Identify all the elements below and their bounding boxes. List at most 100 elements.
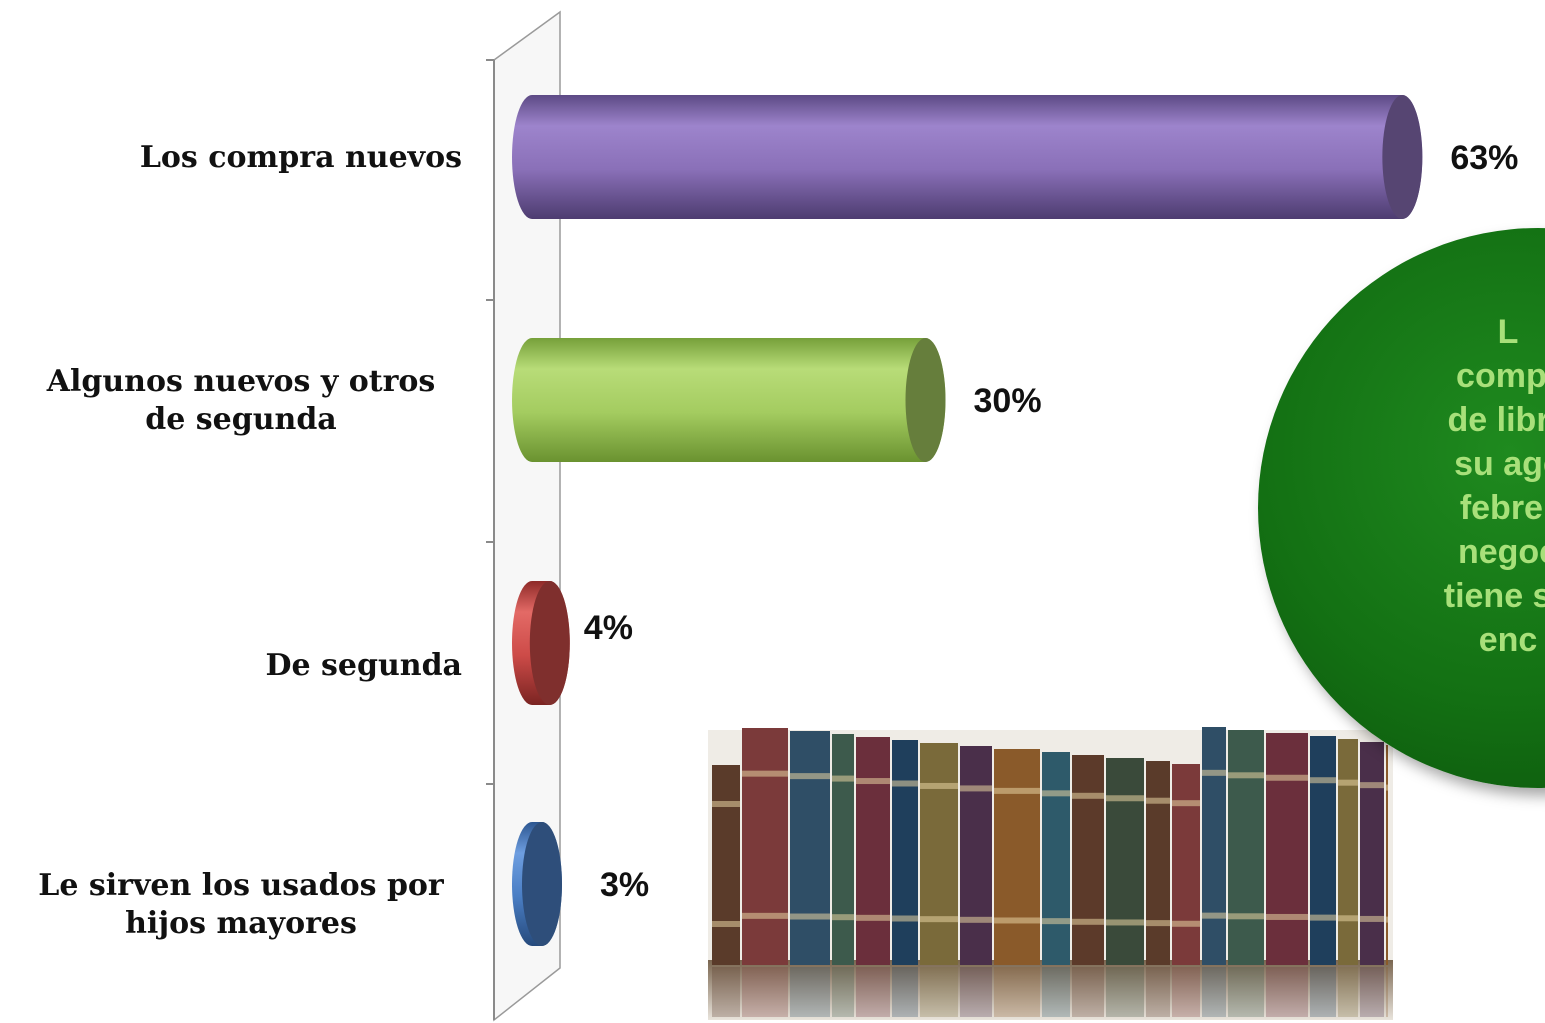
book-reflection <box>1310 967 1336 1017</box>
book-reflection <box>1072 967 1104 1017</box>
book-reflection <box>920 967 958 1017</box>
callout-line: de libre <box>1447 401 1545 439</box>
book-band <box>742 770 788 777</box>
bar <box>512 338 946 462</box>
book-band <box>1338 779 1358 786</box>
book-band <box>1310 914 1336 921</box>
callout-line: L <box>1497 313 1519 351</box>
category-label: De segunda <box>265 648 462 683</box>
book-band <box>1228 772 1264 779</box>
bookshelf-image <box>708 727 1393 1020</box>
book-band <box>1266 913 1308 920</box>
book-band <box>1338 915 1358 922</box>
bar-end-cap <box>1382 95 1423 219</box>
book-band <box>712 801 740 807</box>
book-reflection <box>892 967 918 1017</box>
book-spine <box>712 765 740 965</box>
book-band <box>994 917 1040 924</box>
bar-end-cap <box>529 581 570 705</box>
value-label: 3% <box>600 866 649 904</box>
callout-line: enc <box>1478 621 1538 659</box>
book-spine <box>1202 727 1226 965</box>
axis-frame <box>486 10 561 1022</box>
book-band <box>1106 795 1144 802</box>
book-band <box>832 914 854 921</box>
book-band <box>994 787 1040 794</box>
book-band <box>1106 919 1144 926</box>
book-spine <box>856 737 890 965</box>
category-label: Le sirven los usados por hijos mayores <box>38 868 445 941</box>
book-band <box>1072 918 1104 925</box>
book-band <box>1146 920 1170 927</box>
book-reflection <box>790 967 830 1017</box>
category-label-line: de segunda <box>145 402 337 437</box>
book-band <box>892 780 918 787</box>
callout-line: su age <box>1454 445 1545 483</box>
book-band <box>1202 912 1226 919</box>
book-spine <box>1072 755 1104 965</box>
bar <box>512 581 570 705</box>
book-band <box>920 782 958 789</box>
book-reflection <box>1146 967 1170 1017</box>
callout-line: negoc <box>1457 533 1545 571</box>
book-band <box>790 773 830 780</box>
category-label-line: Le sirven los usados por <box>38 868 445 903</box>
book-reflection <box>1228 967 1264 1017</box>
bar-end-cap <box>905 338 946 462</box>
book-spine <box>892 740 918 965</box>
callout-text: Lcompr de libre su age febrer negoc tiene su e… <box>1298 310 1545 662</box>
book-spine <box>1146 761 1170 965</box>
book-band <box>1202 769 1226 776</box>
book-band <box>856 778 890 785</box>
value-label: 4% <box>584 609 633 647</box>
book-spine <box>1042 752 1070 965</box>
book-band <box>1360 782 1384 789</box>
book-band <box>1172 800 1200 807</box>
book-band <box>920 916 958 923</box>
category-label: Los compra nuevos <box>140 140 462 175</box>
bar-end-cap <box>522 822 562 946</box>
book-spine <box>832 734 854 965</box>
book-band <box>1228 913 1264 920</box>
book-reflection <box>712 967 740 1017</box>
book-spine <box>790 731 830 965</box>
book-spine <box>742 728 788 965</box>
book-band <box>892 915 918 922</box>
book-reflection <box>960 967 992 1017</box>
category-label-line: hijos mayores <box>125 906 357 941</box>
book-band <box>1310 777 1336 784</box>
book-band <box>790 913 830 920</box>
bar <box>512 95 1423 219</box>
category-label-line: Algunos nuevos y otros <box>46 364 436 399</box>
book-band <box>1266 774 1308 781</box>
book-reflection <box>832 967 854 1017</box>
book-spine <box>960 746 992 965</box>
book-reflection <box>1360 967 1384 1017</box>
book-spine <box>1338 739 1358 965</box>
book-spine <box>1310 736 1336 965</box>
book-band <box>1386 916 1388 923</box>
book-spine <box>1266 733 1308 965</box>
book-band <box>1072 792 1104 799</box>
bar <box>512 822 562 946</box>
book-reflection <box>742 967 788 1017</box>
bar-body <box>512 338 946 462</box>
bar-body <box>512 95 1423 219</box>
book-band <box>960 785 992 792</box>
callout-line: febrer <box>1459 489 1545 527</box>
book-band <box>1172 920 1200 927</box>
book-band <box>856 914 890 921</box>
book-spine <box>1360 742 1384 965</box>
book-band <box>742 912 788 919</box>
callout-line: compr <box>1456 357 1545 395</box>
book-reflection <box>1042 967 1070 1017</box>
book-spine <box>994 749 1040 965</box>
book-reflection <box>1386 967 1388 1017</box>
book-spine <box>1106 758 1144 965</box>
value-label: 63% <box>1450 139 1518 177</box>
book-reflection <box>1202 967 1226 1017</box>
book-reflection <box>1106 967 1144 1017</box>
book-spine <box>920 743 958 965</box>
